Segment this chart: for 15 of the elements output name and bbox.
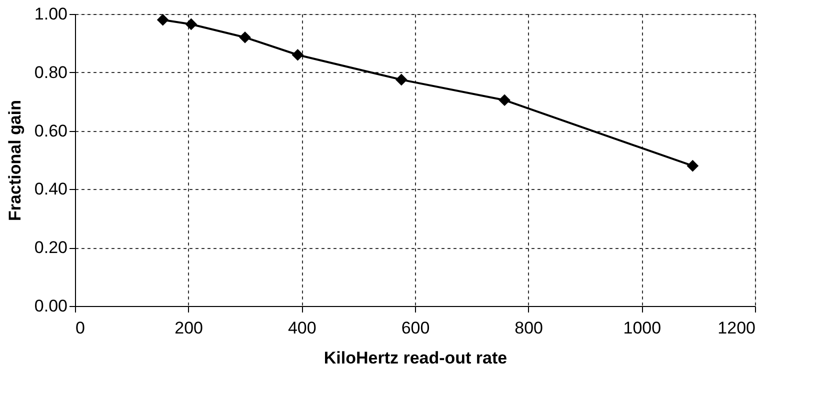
x-tick-label: 600	[401, 318, 430, 338]
x-axis-title: KiloHertz read-out rate	[324, 348, 508, 368]
x-tick-label: 200	[174, 318, 204, 338]
x-tick-label: 400	[288, 318, 316, 338]
y-tick-label: 0.60	[34, 121, 68, 140]
x-tick-label: 800	[514, 318, 544, 338]
y-axis-title: Fractional gain	[5, 100, 24, 221]
y-tick-label: 0.40	[34, 180, 68, 199]
x-tick-label: 0	[76, 318, 85, 338]
x-tick-label: 1000	[623, 318, 662, 338]
y-tick-label: 0.20	[34, 238, 68, 258]
x-tick-label: 1200	[718, 318, 756, 338]
y-tick-label: 0.00	[34, 296, 68, 316]
y-tick-label: 0.80	[34, 62, 68, 82]
y-tick-label: 1.00	[34, 4, 68, 24]
